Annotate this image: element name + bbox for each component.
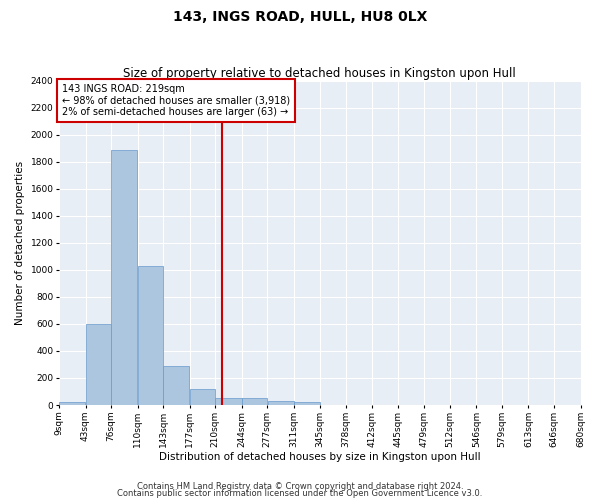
Bar [242,398,267,405]
Title: Size of property relative to detached houses in Kingston upon Hull: Size of property relative to detached ho… [124,66,516,80]
Bar [190,389,215,405]
Text: Contains public sector information licensed under the Open Government Licence v3: Contains public sector information licen… [118,489,482,498]
Bar [294,402,320,405]
Y-axis label: Number of detached properties: Number of detached properties [15,161,25,325]
Bar [163,366,190,405]
Bar [59,402,85,405]
Text: Contains HM Land Registry data © Crown copyright and database right 2024.: Contains HM Land Registry data © Crown c… [137,482,463,491]
Bar [138,266,163,405]
Text: 143 INGS ROAD: 219sqm
← 98% of detached houses are smaller (3,918)
2% of semi-de: 143 INGS ROAD: 219sqm ← 98% of detached … [62,84,290,117]
X-axis label: Distribution of detached houses by size in Kingston upon Hull: Distribution of detached houses by size … [159,452,481,462]
Text: 143, INGS ROAD, HULL, HU8 0LX: 143, INGS ROAD, HULL, HU8 0LX [173,10,427,24]
Bar [86,324,111,405]
Bar [268,401,293,405]
Bar [112,150,137,405]
Bar [215,398,242,405]
